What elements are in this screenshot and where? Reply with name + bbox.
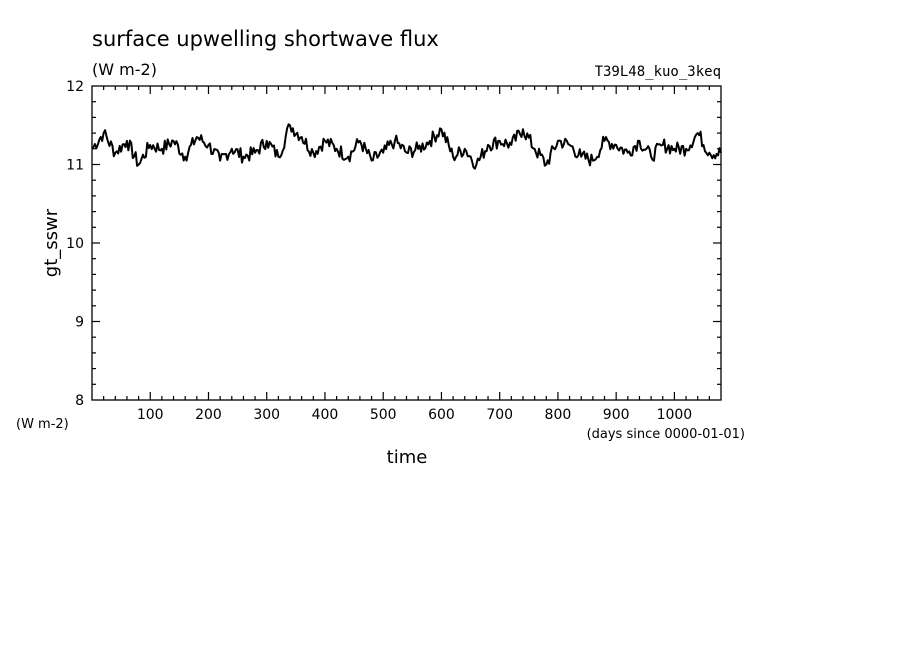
x-tick-label: 500	[370, 407, 397, 423]
x-tick-label: 1000	[657, 407, 693, 423]
y-tick-labels: 8 9 10 11 12	[66, 79, 84, 409]
x-tick-label: 900	[603, 407, 630, 423]
y-tick-label: 12	[66, 79, 84, 95]
y-tick-label: 9	[75, 315, 84, 331]
x-tick-label: 400	[312, 407, 339, 423]
x-tick-label: 700	[486, 407, 513, 423]
x-tick-label: 100	[137, 407, 164, 423]
x-tick-label: 600	[428, 407, 455, 423]
series-line	[91, 123, 722, 170]
run-label: T39L48_kuo_3keq	[595, 64, 721, 80]
x-tick-label: 800	[545, 407, 572, 423]
x-tick-labels: 100 200 300 400 500 600 700 800 900 1000	[137, 407, 692, 423]
y-units-label: (W m-2)	[16, 417, 69, 432]
x-tick-label: 300	[253, 407, 280, 423]
y-tick-label: 8	[75, 393, 84, 409]
tick-marks	[92, 86, 721, 400]
chart-subtitle: (W m-2)	[92, 60, 157, 79]
chart-title: surface upwelling shortwave flux	[92, 27, 439, 51]
x-tick-label: 200	[195, 407, 222, 423]
y-tick-label: 11	[66, 158, 84, 174]
plot-frame	[91, 85, 722, 401]
x-axis-label: time	[387, 447, 428, 468]
y-tick-label: 10	[66, 236, 84, 252]
y-axis-label: gt_sswr	[41, 208, 62, 277]
x-units-label: (days since 0000-01-01)	[587, 427, 745, 442]
